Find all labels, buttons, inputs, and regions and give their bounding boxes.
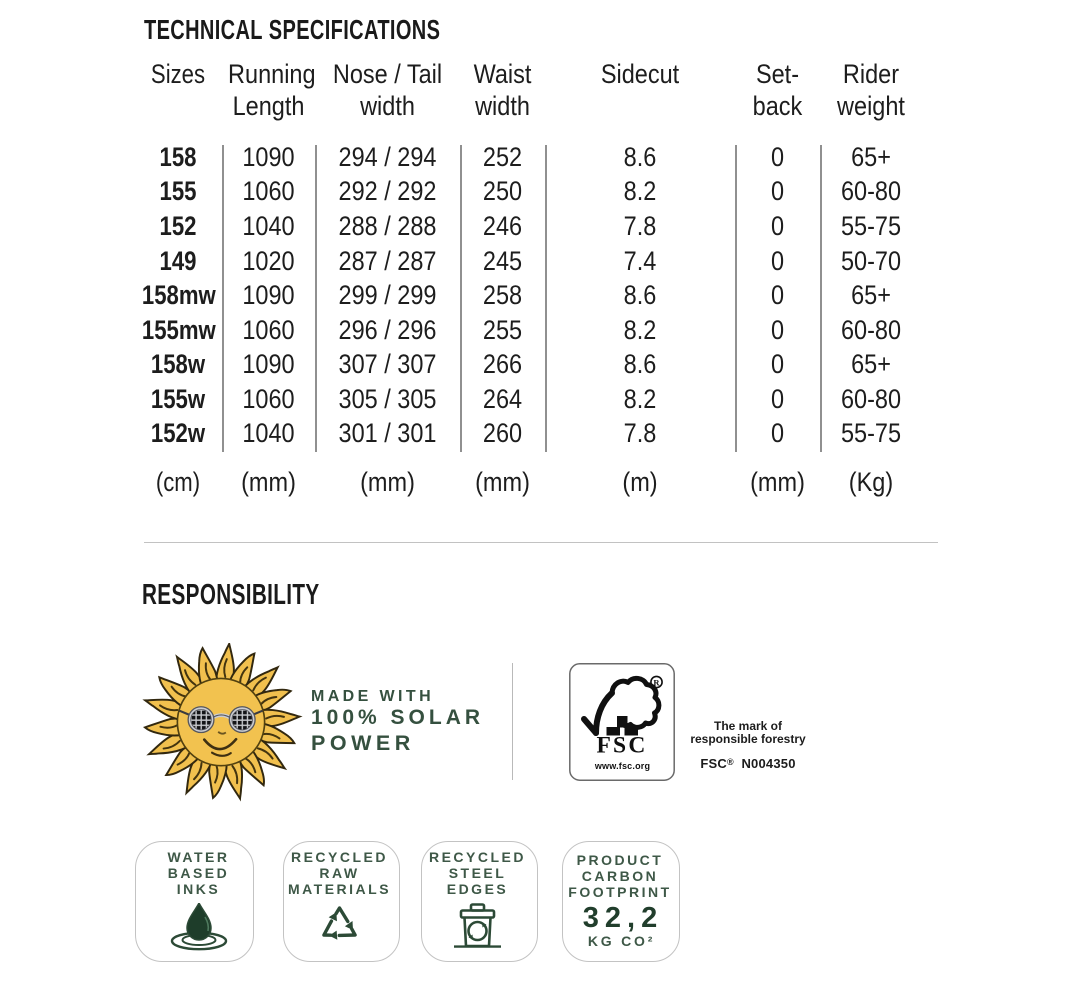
svg-text:www.fsc.org: www.fsc.org: [594, 761, 650, 771]
svg-text:R: R: [653, 678, 660, 688]
svg-text:FSC: FSC: [597, 733, 648, 759]
